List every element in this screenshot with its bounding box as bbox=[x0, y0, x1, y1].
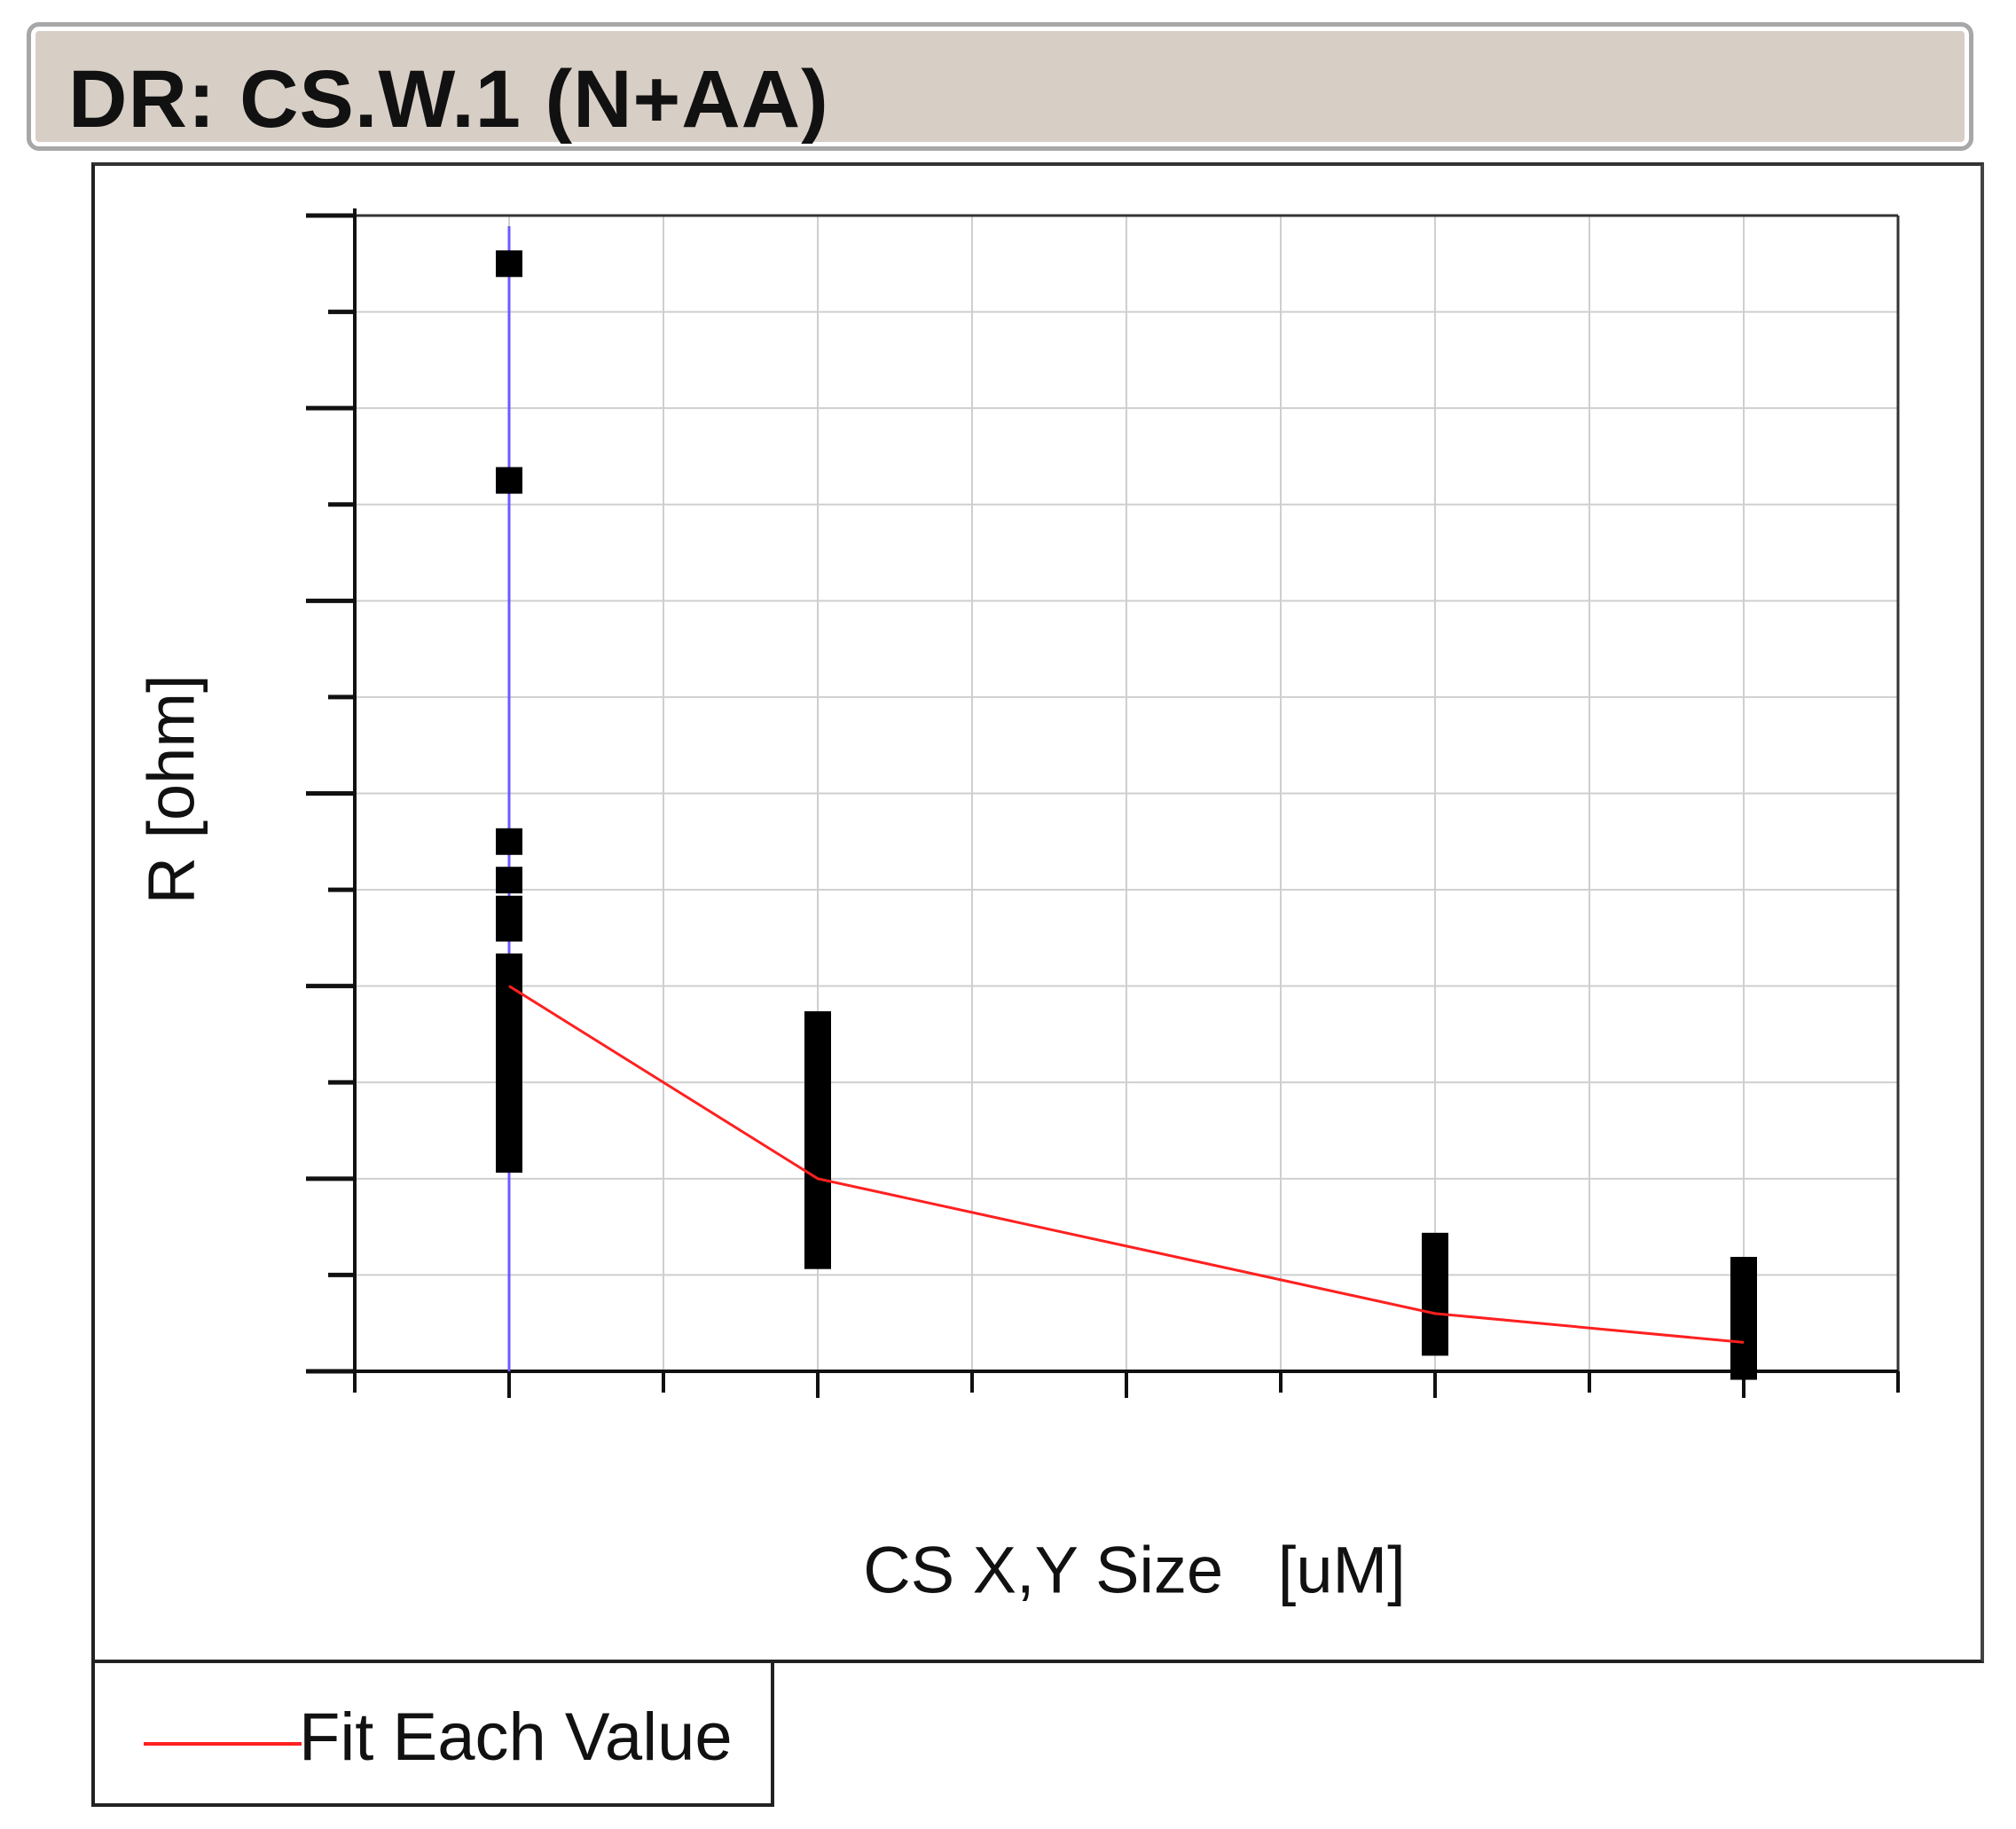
data-point bbox=[1422, 1329, 1448, 1356]
axes bbox=[306, 208, 1900, 1398]
chart-frame bbox=[91, 162, 1984, 1663]
legend: Fit Each Value bbox=[91, 1660, 774, 1807]
data-point bbox=[1730, 1353, 1757, 1380]
fit-line bbox=[508, 985, 1745, 1344]
data-point bbox=[496, 250, 522, 278]
data-point bbox=[496, 1146, 522, 1174]
chart-title-bar: DR: CS.W.1 (N+AA) bbox=[27, 22, 1973, 151]
x-axis-label: CS X,Y Size [uM] bbox=[863, 1533, 1406, 1607]
chart-title: DR: CS.W.1 (N+AA) bbox=[68, 54, 829, 145]
legend-label-fit: Fit Each Value bbox=[299, 1699, 733, 1775]
data-points bbox=[496, 250, 1757, 1380]
data-point bbox=[496, 914, 522, 942]
fit-line-group bbox=[508, 985, 1745, 1344]
data-point bbox=[496, 867, 522, 894]
data-point bbox=[804, 1242, 831, 1269]
data-point bbox=[496, 467, 522, 494]
data-point bbox=[496, 828, 522, 855]
grid-lines bbox=[355, 216, 1898, 1371]
legend-line-swatch bbox=[144, 1742, 302, 1746]
y-axis-label: R [ohm] bbox=[134, 674, 208, 905]
